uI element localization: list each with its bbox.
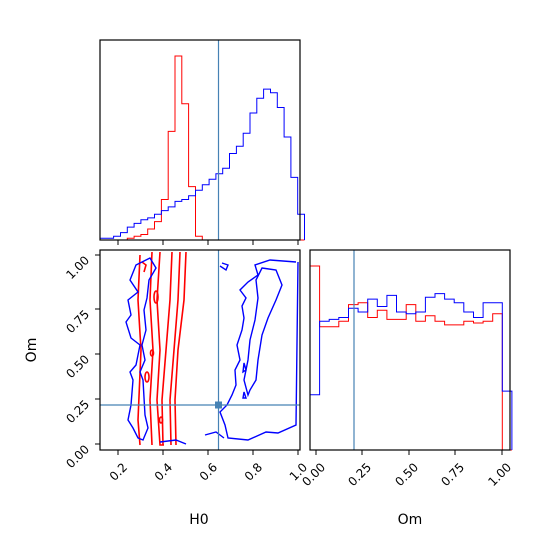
hist-Om-series-1 xyxy=(309,293,513,450)
panel-2d-yticks xyxy=(95,254,100,445)
ytick-label-Om-4: 1.00 xyxy=(63,253,92,282)
truth-marker xyxy=(215,401,222,409)
hist-Om-frame xyxy=(309,249,511,451)
hist-H0-series xyxy=(99,55,305,241)
panel-2d-xticks xyxy=(117,450,299,455)
panel-2d-xtick-labels: 0.2 0.4 0.6 0.8 1.0 xyxy=(107,460,310,483)
hist-Om-series-0 xyxy=(309,265,512,451)
y-axis-label-Om: Om xyxy=(24,338,40,363)
hist-H0-frame xyxy=(99,39,301,241)
xtick-label-H0-1: 0.4 xyxy=(152,460,175,483)
hist-H0-ticks xyxy=(117,240,299,245)
xtick-label-Om-3: 0.75 xyxy=(438,460,467,489)
xtick-label-Om-1: 0.25 xyxy=(345,460,374,489)
xtick-label-H0-2: 0.6 xyxy=(197,460,220,483)
ytick-label-Om-3: 0.75 xyxy=(63,307,92,336)
panel-2d-ytick-labels: 0.00 0.25 0.50 0.75 1.00 xyxy=(63,253,92,471)
xtick-label-Om-2: 0.50 xyxy=(392,460,421,489)
hist-Om-xtick-labels: 0.00 0.25 0.50 0.75 1.00 xyxy=(299,460,514,489)
x-axis-label-Om: Om xyxy=(398,512,423,528)
x-axis-label-H0: H0 xyxy=(189,512,208,528)
hist-H0-series-0 xyxy=(100,55,305,241)
ytick-label-Om-2: 0.50 xyxy=(63,352,92,381)
ytick-label-Om-1: 0.25 xyxy=(63,397,92,426)
panel-hist-Om: 0.00 0.25 0.50 0.75 1.00 Om xyxy=(299,249,514,528)
contours-red xyxy=(137,251,187,446)
hist-Om-xticks xyxy=(315,450,503,455)
panel-2d-frame xyxy=(99,249,301,451)
xtick-label-H0-0: 0.2 xyxy=(107,460,130,483)
panel-hist-H0 xyxy=(99,39,305,245)
panel-2d-H0-Om: 0.2 0.4 0.6 0.8 1.0 0.00 0.25 0.50 0.75 … xyxy=(24,249,310,528)
hist-Om-series xyxy=(309,265,513,451)
xtick-label-H0-3: 0.8 xyxy=(242,460,265,483)
contours-blue xyxy=(125,257,299,445)
ytick-label-Om-0: 0.00 xyxy=(63,442,92,471)
hist-H0-series-1 xyxy=(99,88,305,240)
xtick-label-Om-4: 1.00 xyxy=(485,460,514,489)
